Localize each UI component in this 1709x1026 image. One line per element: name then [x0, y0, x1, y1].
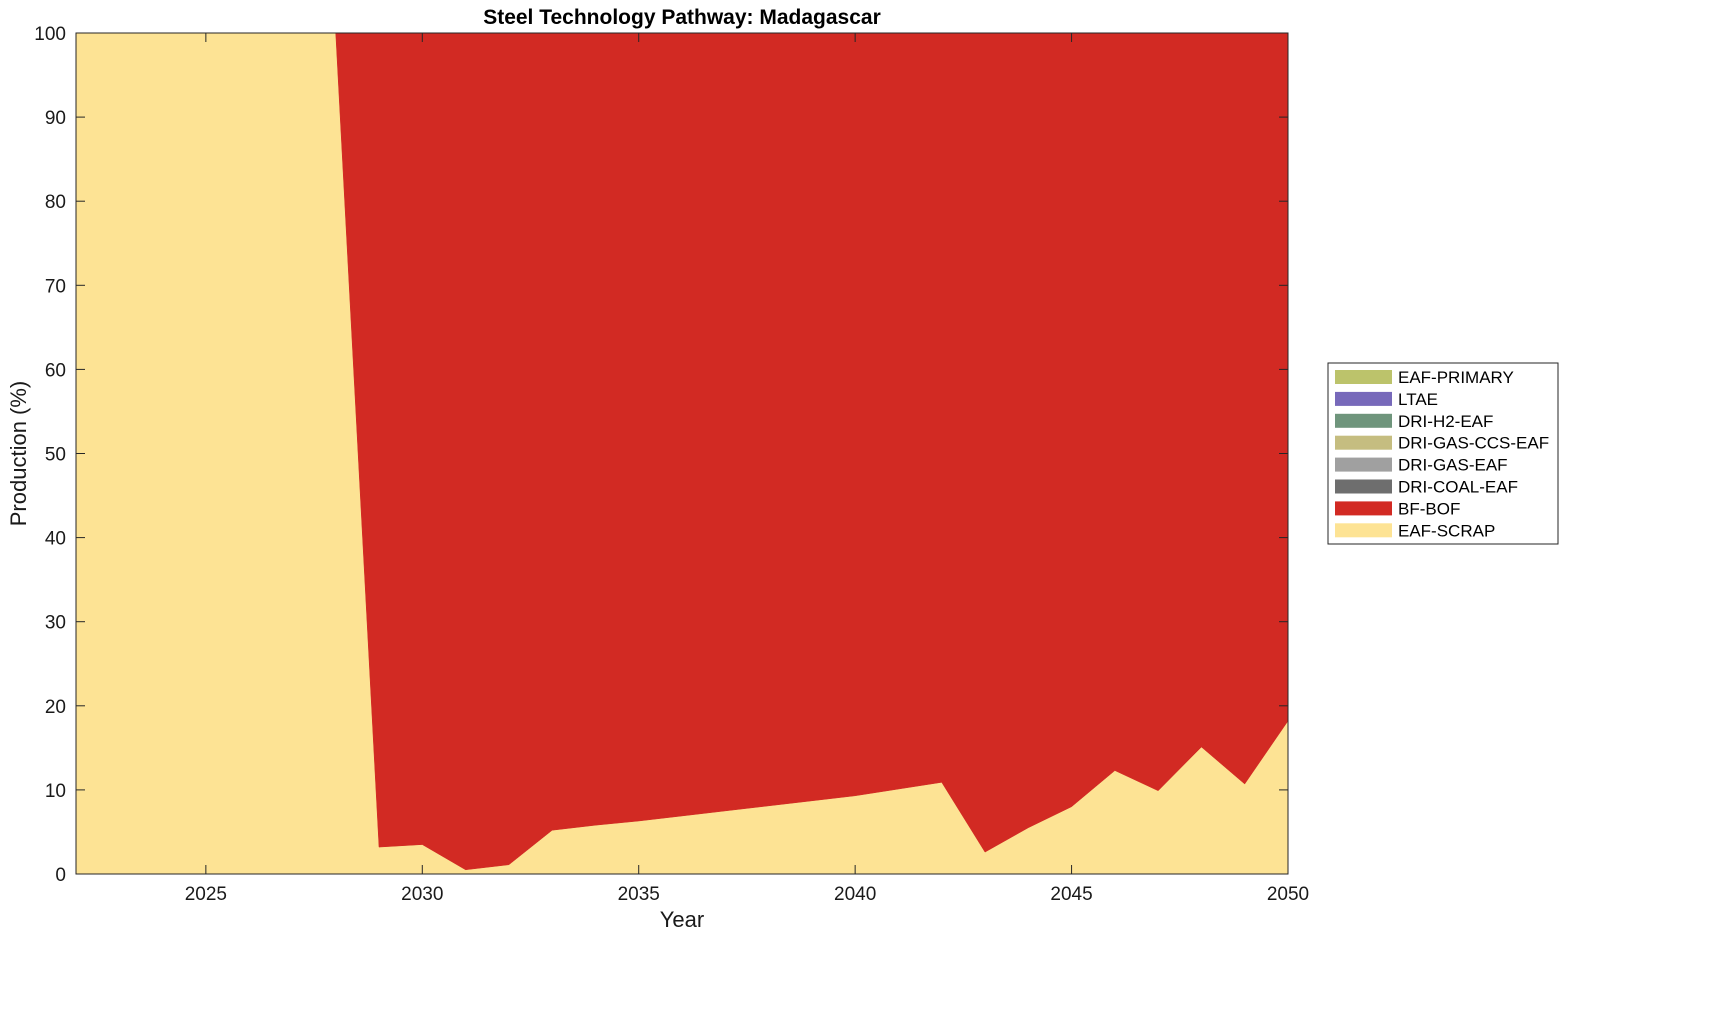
y-tick-label: 50 [45, 445, 66, 466]
y-tick-label: 60 [45, 360, 66, 381]
x-tick-label: 2030 [401, 884, 443, 905]
y-tick-label: 10 [45, 781, 66, 802]
x-tick-label: 2040 [834, 884, 876, 905]
legend-swatch-ltae [1335, 391, 1392, 406]
y-tick-label: 20 [45, 697, 66, 718]
legend-swatch-eaf-primary [1335, 370, 1392, 384]
y-tick-label: 40 [45, 529, 66, 550]
y-tick-label: 30 [45, 613, 66, 634]
legend-label-ltae: LTAE [1398, 390, 1438, 409]
ticks-layer: 2025 2030 2035 2040 2045 20500102030405060708… [34, 24, 1309, 905]
areas-layer [75, 32, 1289, 875]
legend: EAF-PRIMARY LTAE DRI-H2-EAF DRI-GAS-CCS-EAF… [1327, 362, 1559, 545]
y-tick-label: 100 [34, 24, 66, 45]
legend-swatch-dri-coal-eaf [1335, 479, 1392, 494]
legend-swatch-eaf-scrap [1335, 523, 1392, 538]
chart-title: Steel Technology Pathway: Madagascar [483, 6, 881, 29]
x-axis-title: Year [660, 907, 704, 932]
legend-swatch-dri-h2-eaf [1335, 413, 1392, 428]
legend-swatch-bf-bof [1335, 501, 1392, 516]
legend-swatch-dri-gas-eaf [1335, 457, 1392, 472]
x-tick-label: 2035 [618, 884, 660, 905]
y-tick-label: 70 [45, 276, 66, 297]
y-tick-label: 0 [55, 865, 66, 886]
legend-label-eaf-scrap: EAF-SCRAP [1398, 521, 1495, 540]
x-tick-label: 2025 [185, 884, 227, 905]
y-tick-label: 90 [45, 108, 66, 129]
legend-label-eaf-primary: EAF-PRIMARY [1398, 368, 1514, 387]
legend-label-dri-h2-eaf: DRI-H2-EAF [1398, 412, 1493, 431]
x-tick-label: 2045 [1050, 884, 1092, 905]
legend-label-bf-bof: BF-BOF [1398, 499, 1460, 518]
legend-swatch-dri-gas-ccs-eaf [1335, 435, 1392, 450]
legend-label-dri-gas-eaf: DRI-GAS-EAF [1398, 456, 1508, 475]
y-axis-title: Production (%) [6, 381, 31, 527]
y-tick-label: 80 [45, 192, 66, 213]
legend-label-dri-gas-ccs-eaf: DRI-GAS-CCS-EAF [1398, 434, 1549, 453]
legend-label-dri-coal-eaf: DRI-COAL-EAF [1398, 478, 1518, 497]
x-tick-label: 2050 [1267, 884, 1309, 905]
